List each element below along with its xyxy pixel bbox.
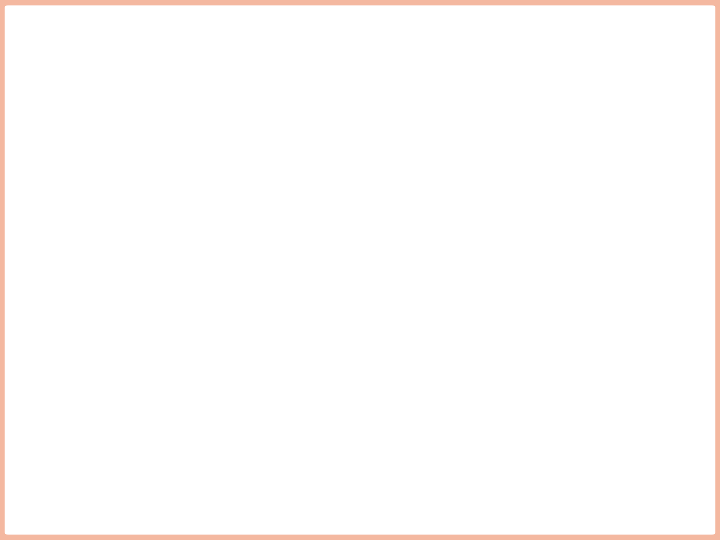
Text: -heat of core causes convection currents: -heat of core causes convection currents <box>43 321 720 350</box>
Text: force of plate movement: force of plate movement <box>58 273 503 302</box>
Text: is the driving: is the driving <box>503 216 720 245</box>
Text: movement): movement) <box>58 488 253 517</box>
Circle shape <box>614 471 675 517</box>
Text: -heat from the earth’s core: -heat from the earth’s core <box>36 216 503 245</box>
Text: (flow of currents heats rock, it rises &: (flow of currents heats rock, it rises & <box>58 377 714 406</box>
Text: What causes tectonic plates to move?: What causes tectonic plates to move? <box>36 43 720 77</box>
Text: cools, then sinks which causes: cools, then sinks which causes <box>58 433 585 462</box>
Text: -plates float on the asthenosphere: -plates float on the asthenosphere <box>50 130 647 159</box>
